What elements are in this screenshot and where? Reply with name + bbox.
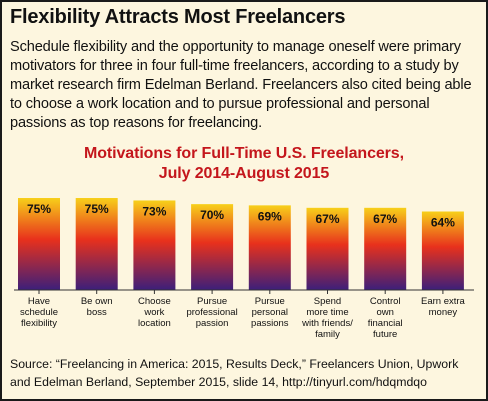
headline: Flexibility Attracts Most Freelancers [10, 6, 346, 28]
bar [75, 198, 118, 290]
category-label: Earn extra money [421, 296, 466, 318]
bar-value-label: 75% [85, 202, 109, 216]
category-label: Have schedule flexibility [20, 296, 58, 329]
source-note: Source: “Freelancing in America: 2015, R… [10, 357, 459, 389]
bar [306, 207, 349, 290]
bar [421, 211, 464, 290]
bar [364, 207, 407, 290]
bar-value-label: 69% [258, 209, 282, 223]
category-label: Spend more time with friends/family [301, 296, 353, 340]
bar [191, 204, 234, 290]
chart-subtitle: July 2014-August 2015 [158, 165, 330, 182]
category-label: Be own boss [81, 296, 113, 318]
bar-value-label: 67% [315, 212, 339, 226]
category-label: Control own financial future [368, 296, 403, 340]
category-label: Pursue personal passions [251, 296, 289, 329]
bar-value-label: 64% [431, 215, 455, 229]
bar [18, 198, 60, 290]
bar-value-label: 73% [142, 204, 166, 218]
chart-title: Motivations for Full-Time U.S. Freelance… [84, 145, 404, 162]
bar-value-label: 70% [200, 208, 224, 222]
bar [133, 200, 176, 290]
bar [248, 205, 291, 290]
category-label: Pursue professional passion [186, 296, 237, 329]
bar-value-label: 67% [373, 212, 397, 226]
bar-value-label: 75% [27, 202, 51, 216]
intro-paragraph: Schedule flexibility and the opportunity… [10, 39, 472, 131]
category-label: Choose work location [138, 296, 171, 329]
